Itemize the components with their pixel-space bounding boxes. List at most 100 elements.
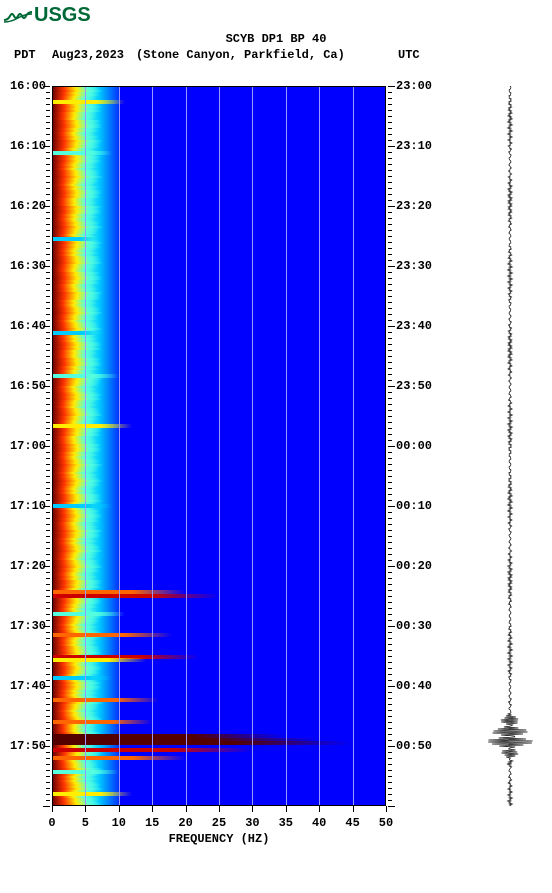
- x-tick-label: 10: [112, 816, 126, 830]
- left-tick-label: 16:50: [0, 379, 46, 393]
- spectrogram-burst: [52, 741, 353, 745]
- left-minor-tick: [46, 722, 50, 723]
- seismogram-trace: [480, 86, 540, 806]
- left-minor-tick: [46, 272, 50, 273]
- left-minor-tick: [46, 638, 50, 639]
- left-minor-tick: [43, 326, 50, 327]
- usgs-logo: USGS: [4, 4, 91, 27]
- left-minor-tick: [46, 236, 50, 237]
- right-minor-tick: [388, 596, 392, 597]
- right-minor-tick: [388, 368, 392, 369]
- left-minor-tick: [43, 386, 50, 387]
- right-minor-tick: [388, 146, 395, 147]
- left-minor-tick: [46, 662, 50, 663]
- right-minor-tick: [388, 524, 392, 525]
- right-minor-tick: [388, 212, 392, 213]
- left-minor-tick: [46, 290, 50, 291]
- right-minor-tick: [388, 530, 392, 531]
- right-minor-tick: [388, 104, 392, 105]
- left-minor-tick: [46, 284, 50, 285]
- right-minor-tick: [388, 500, 392, 501]
- spectrogram-burst: [52, 100, 125, 104]
- right-minor-tick: [388, 578, 392, 579]
- spectrogram-burst: [52, 237, 99, 241]
- left-minor-tick: [46, 500, 50, 501]
- left-minor-tick: [46, 536, 50, 537]
- left-minor-tick: [46, 548, 50, 549]
- left-minor-tick: [46, 476, 50, 477]
- left-minor-tick: [46, 572, 50, 573]
- right-minor-tick: [388, 404, 392, 405]
- right-tick-label: 23:20: [396, 199, 432, 213]
- left-minor-tick: [46, 788, 50, 789]
- right-minor-tick: [388, 380, 392, 381]
- left-minor-tick: [46, 602, 50, 603]
- right-minor-tick: [388, 272, 392, 273]
- right-minor-tick: [388, 230, 392, 231]
- left-minor-tick: [46, 680, 50, 681]
- left-tick-label: 16:00: [0, 79, 46, 93]
- right-minor-tick: [388, 338, 392, 339]
- right-tick-label: 23:10: [396, 139, 432, 153]
- right-minor-tick: [388, 428, 392, 429]
- left-minor-tick: [46, 554, 50, 555]
- left-minor-tick: [46, 734, 50, 735]
- right-minor-tick: [388, 344, 392, 345]
- left-minor-tick: [43, 146, 50, 147]
- left-minor-tick: [46, 248, 50, 249]
- right-tick-label: 23:30: [396, 259, 432, 273]
- gridline: [85, 86, 86, 806]
- right-minor-tick: [388, 512, 392, 513]
- right-minor-tick: [388, 98, 392, 99]
- left-minor-tick: [46, 596, 50, 597]
- spectrogram-burst: [52, 676, 112, 680]
- right-minor-tick: [388, 704, 392, 705]
- x-tick-label: 35: [279, 816, 293, 830]
- right-minor-tick: [388, 728, 392, 729]
- right-minor-tick: [388, 518, 392, 519]
- x-tick-mark: [319, 806, 320, 812]
- left-minor-tick: [46, 278, 50, 279]
- right-minor-tick: [388, 650, 392, 651]
- left-minor-tick: [46, 422, 50, 423]
- left-minor-tick: [46, 776, 50, 777]
- left-minor-tick: [46, 740, 50, 741]
- x-tick-mark: [186, 806, 187, 812]
- right-minor-tick: [388, 662, 392, 663]
- left-minor-tick: [46, 440, 50, 441]
- right-minor-tick: [388, 644, 392, 645]
- left-minor-tick: [46, 470, 50, 471]
- left-minor-tick: [46, 656, 50, 657]
- spectrogram-plot: [52, 86, 386, 806]
- left-minor-tick: [46, 104, 50, 105]
- left-minor-tick: [43, 626, 50, 627]
- left-minor-tick: [46, 542, 50, 543]
- right-minor-tick: [388, 452, 392, 453]
- right-minor-tick: [388, 86, 395, 87]
- right-minor-tick: [388, 158, 392, 159]
- left-minor-tick: [46, 302, 50, 303]
- right-minor-tick: [388, 224, 392, 225]
- right-minor-tick: [388, 116, 392, 117]
- right-tick-label: 00:50: [396, 739, 432, 753]
- left-minor-tick: [46, 704, 50, 705]
- spectrogram-burst: [52, 720, 152, 724]
- spectrogram-burst: [52, 633, 172, 637]
- left-minor-tick: [46, 260, 50, 261]
- left-minor-tick: [43, 806, 50, 807]
- right-minor-tick: [388, 776, 392, 777]
- left-minor-tick: [46, 134, 50, 135]
- left-minor-tick: [46, 632, 50, 633]
- right-y-axis: 23:0023:1023:2023:3023:4023:5000:0000:10…: [388, 86, 448, 806]
- location-label: (Stone Canyon, Parkfield, Ca): [136, 48, 345, 62]
- right-tick-label: 23:00: [396, 79, 432, 93]
- right-minor-tick: [388, 770, 392, 771]
- right-minor-tick: [388, 788, 392, 789]
- left-minor-tick: [46, 320, 50, 321]
- left-minor-tick: [46, 164, 50, 165]
- right-minor-tick: [388, 374, 392, 375]
- right-minor-tick: [388, 488, 392, 489]
- right-minor-tick: [388, 236, 392, 237]
- left-minor-tick: [43, 206, 50, 207]
- right-minor-tick: [388, 422, 392, 423]
